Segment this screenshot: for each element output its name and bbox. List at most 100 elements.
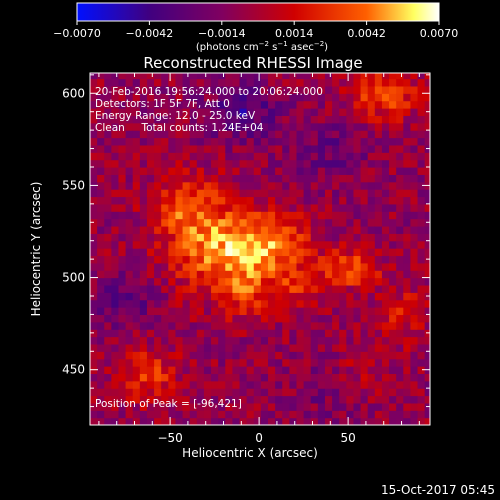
heatmap-cell [161, 137, 169, 146]
heatmap-cell [203, 122, 212, 131]
heatmap-cell [317, 137, 326, 146]
heatmap-cell [268, 233, 276, 242]
heatmap-cell [417, 73, 426, 80]
heatmap-cell [146, 181, 155, 190]
heatmap-cell [125, 321, 134, 330]
heatmap-cell [324, 196, 333, 205]
heatmap-cell [175, 203, 184, 212]
heatmap-cell [396, 248, 404, 257]
heatmap-cell [374, 211, 383, 220]
heatmap-cell [246, 108, 255, 116]
heatmap-cell [410, 270, 419, 279]
heatmap-cell [346, 174, 355, 183]
heatmap-cell [146, 270, 155, 279]
heatmap-cell [275, 358, 283, 367]
heatmap-cell [168, 270, 177, 279]
annotation-algorithm-counts: Clean Total counts: 1.24E+04 [95, 122, 264, 134]
heatmap-cell [332, 196, 340, 205]
heatmap-cell [417, 314, 426, 323]
heatmap-cell [346, 336, 355, 345]
heatmap-cell [353, 137, 362, 146]
heatmap-cell [296, 100, 305, 109]
heatmap-cell [97, 321, 105, 330]
heatmap-cell [353, 181, 362, 190]
heatmap-cell [218, 255, 226, 264]
heatmap-cell [268, 373, 276, 382]
heatmap-cell [360, 108, 369, 116]
heatmap-cell [218, 329, 226, 338]
heatmap-cell [324, 314, 333, 323]
heatmap-cell [125, 152, 134, 161]
heatmap-cell [146, 284, 155, 293]
heatmap-cell [232, 366, 241, 374]
heatmap-cell [381, 196, 390, 205]
heatmap-cell [132, 166, 141, 175]
heatmap-cell [282, 284, 290, 293]
heatmap-cell [417, 240, 426, 249]
heatmap-cell [189, 248, 198, 257]
heatmap-cell [125, 262, 134, 271]
heatmap-cell [139, 203, 148, 212]
heatmap-cell [374, 189, 383, 198]
heatmap-cell [396, 115, 404, 124]
heatmap-cell [396, 211, 404, 220]
heatmap-cell [104, 93, 112, 102]
heatmap-cell [154, 395, 162, 404]
heatmap-cell [317, 233, 326, 242]
heatmap-cell [189, 100, 198, 109]
heatmap-cell [189, 218, 198, 227]
heatmap-cell [125, 85, 134, 94]
heatmap-cell [211, 373, 219, 382]
heatmap-cell [118, 93, 127, 102]
heatmap-cell [296, 410, 305, 419]
heatmap-cell [282, 181, 290, 190]
heatmap-cell [339, 144, 347, 153]
heatmap-cell [310, 93, 319, 102]
heatmap-cell [154, 277, 162, 286]
heatmap-cell [161, 321, 169, 330]
heatmap-cell [146, 292, 155, 301]
heatmap-cell [125, 100, 134, 109]
heatmap-cell [168, 122, 177, 131]
heatmap-cell [118, 233, 127, 242]
heatmap-cell [260, 174, 269, 183]
heatmap-cell [389, 174, 397, 183]
heatmap-cell [211, 122, 219, 131]
heatmap-cell [374, 262, 383, 271]
heatmap-cell [296, 73, 305, 80]
heatmap-cell [389, 108, 397, 116]
heatmap-cell [132, 248, 141, 257]
heatmap-cell [260, 380, 269, 389]
heatmap-cell [296, 196, 305, 205]
heatmap-cell [403, 329, 412, 338]
heatmap-cell [111, 85, 120, 94]
heatmap-cell [374, 233, 383, 242]
heatmap-cell [154, 211, 162, 220]
heatmap-cell [275, 329, 283, 338]
heatmap-cell [424, 203, 430, 212]
heatmap-cell [175, 152, 184, 161]
heatmap-cell [339, 115, 347, 124]
heatmap-cell [104, 366, 112, 374]
heatmap-cell [168, 299, 177, 308]
heatmap-cell [168, 203, 177, 212]
heatmap-cell [104, 159, 112, 168]
heatmap-cell [260, 262, 269, 271]
heatmap-cell [417, 196, 426, 205]
heatmap-cell [253, 395, 262, 404]
heatmap-cell [104, 85, 112, 94]
heatmap-cell [218, 181, 226, 190]
heatmap-cell [389, 196, 397, 205]
heatmap-cell [111, 358, 120, 367]
heatmap-cell [374, 85, 383, 94]
heatmap-cell [189, 314, 198, 323]
heatmap-cell [360, 395, 369, 404]
heatmap-cell [232, 299, 241, 308]
heatmap-cell [203, 351, 212, 360]
heatmap-cell [189, 277, 198, 286]
heatmap-cell [196, 181, 205, 190]
heatmap-cell [268, 248, 276, 257]
heatmap-cell [232, 85, 241, 94]
heatmap-cell [154, 248, 162, 257]
heatmap-cell [154, 351, 162, 360]
